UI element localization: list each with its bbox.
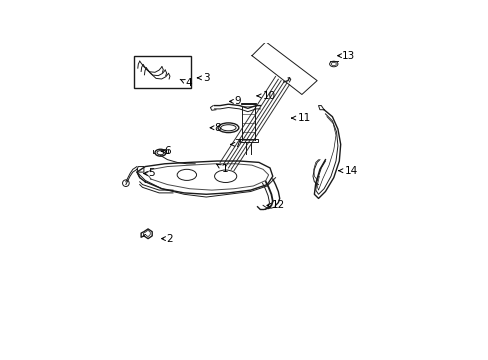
- Text: 8: 8: [210, 123, 221, 133]
- Text: 1: 1: [216, 164, 228, 174]
- Text: 4: 4: [180, 78, 192, 89]
- Text: 14: 14: [338, 166, 357, 176]
- Text: 2: 2: [161, 234, 172, 244]
- Text: 3: 3: [197, 73, 210, 83]
- Text: 11: 11: [291, 113, 310, 123]
- Text: 6: 6: [161, 146, 171, 156]
- Text: 9: 9: [229, 96, 240, 107]
- Text: 5: 5: [143, 168, 154, 179]
- Text: 13: 13: [337, 51, 355, 61]
- Text: 7: 7: [230, 139, 240, 149]
- Bar: [134, 56, 191, 87]
- Text: 12: 12: [266, 201, 284, 210]
- Bar: [241, 103, 256, 104]
- Text: 10: 10: [257, 91, 276, 101]
- Bar: [239, 139, 257, 141]
